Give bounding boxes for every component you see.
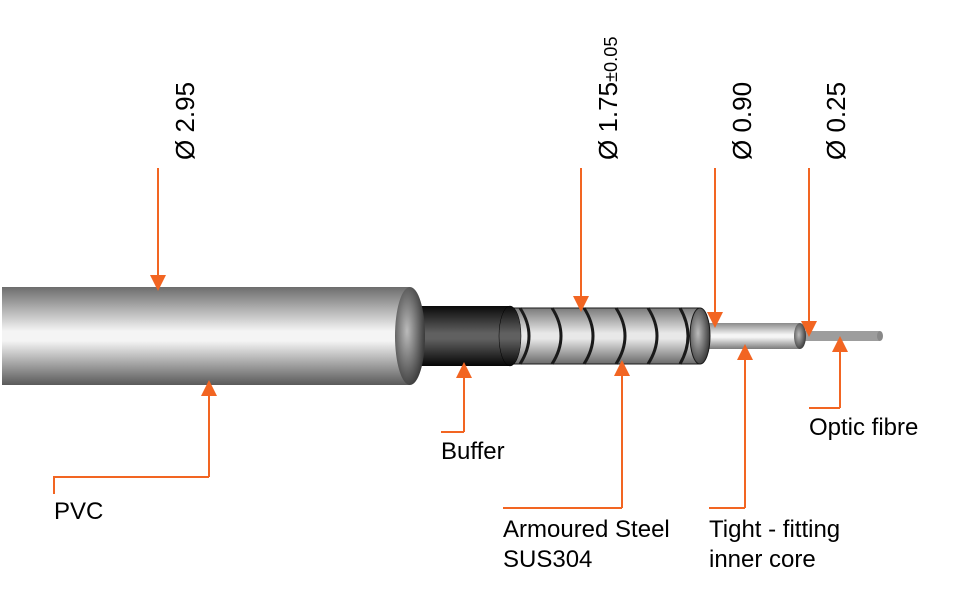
part-label-pvc: PVC <box>54 498 103 526</box>
diameter-label-3: Ø 0.90 <box>727 82 758 160</box>
diameter-label-1: Ø 2.95 <box>170 82 201 160</box>
part-label-fibre: Optic fibre <box>809 414 918 442</box>
cable-diagram <box>0 0 960 599</box>
part-label-core: Tight - fittinginner core <box>709 515 840 575</box>
part-label-steel: Armoured SteelSUS304 <box>503 515 670 575</box>
part-label-buffer: Buffer <box>441 438 505 466</box>
diameter-label-4: Ø 0.25 <box>821 82 852 160</box>
diameter-label-2: Ø 1.75±0.05 <box>593 37 624 160</box>
segment-pvc <box>2 287 425 385</box>
